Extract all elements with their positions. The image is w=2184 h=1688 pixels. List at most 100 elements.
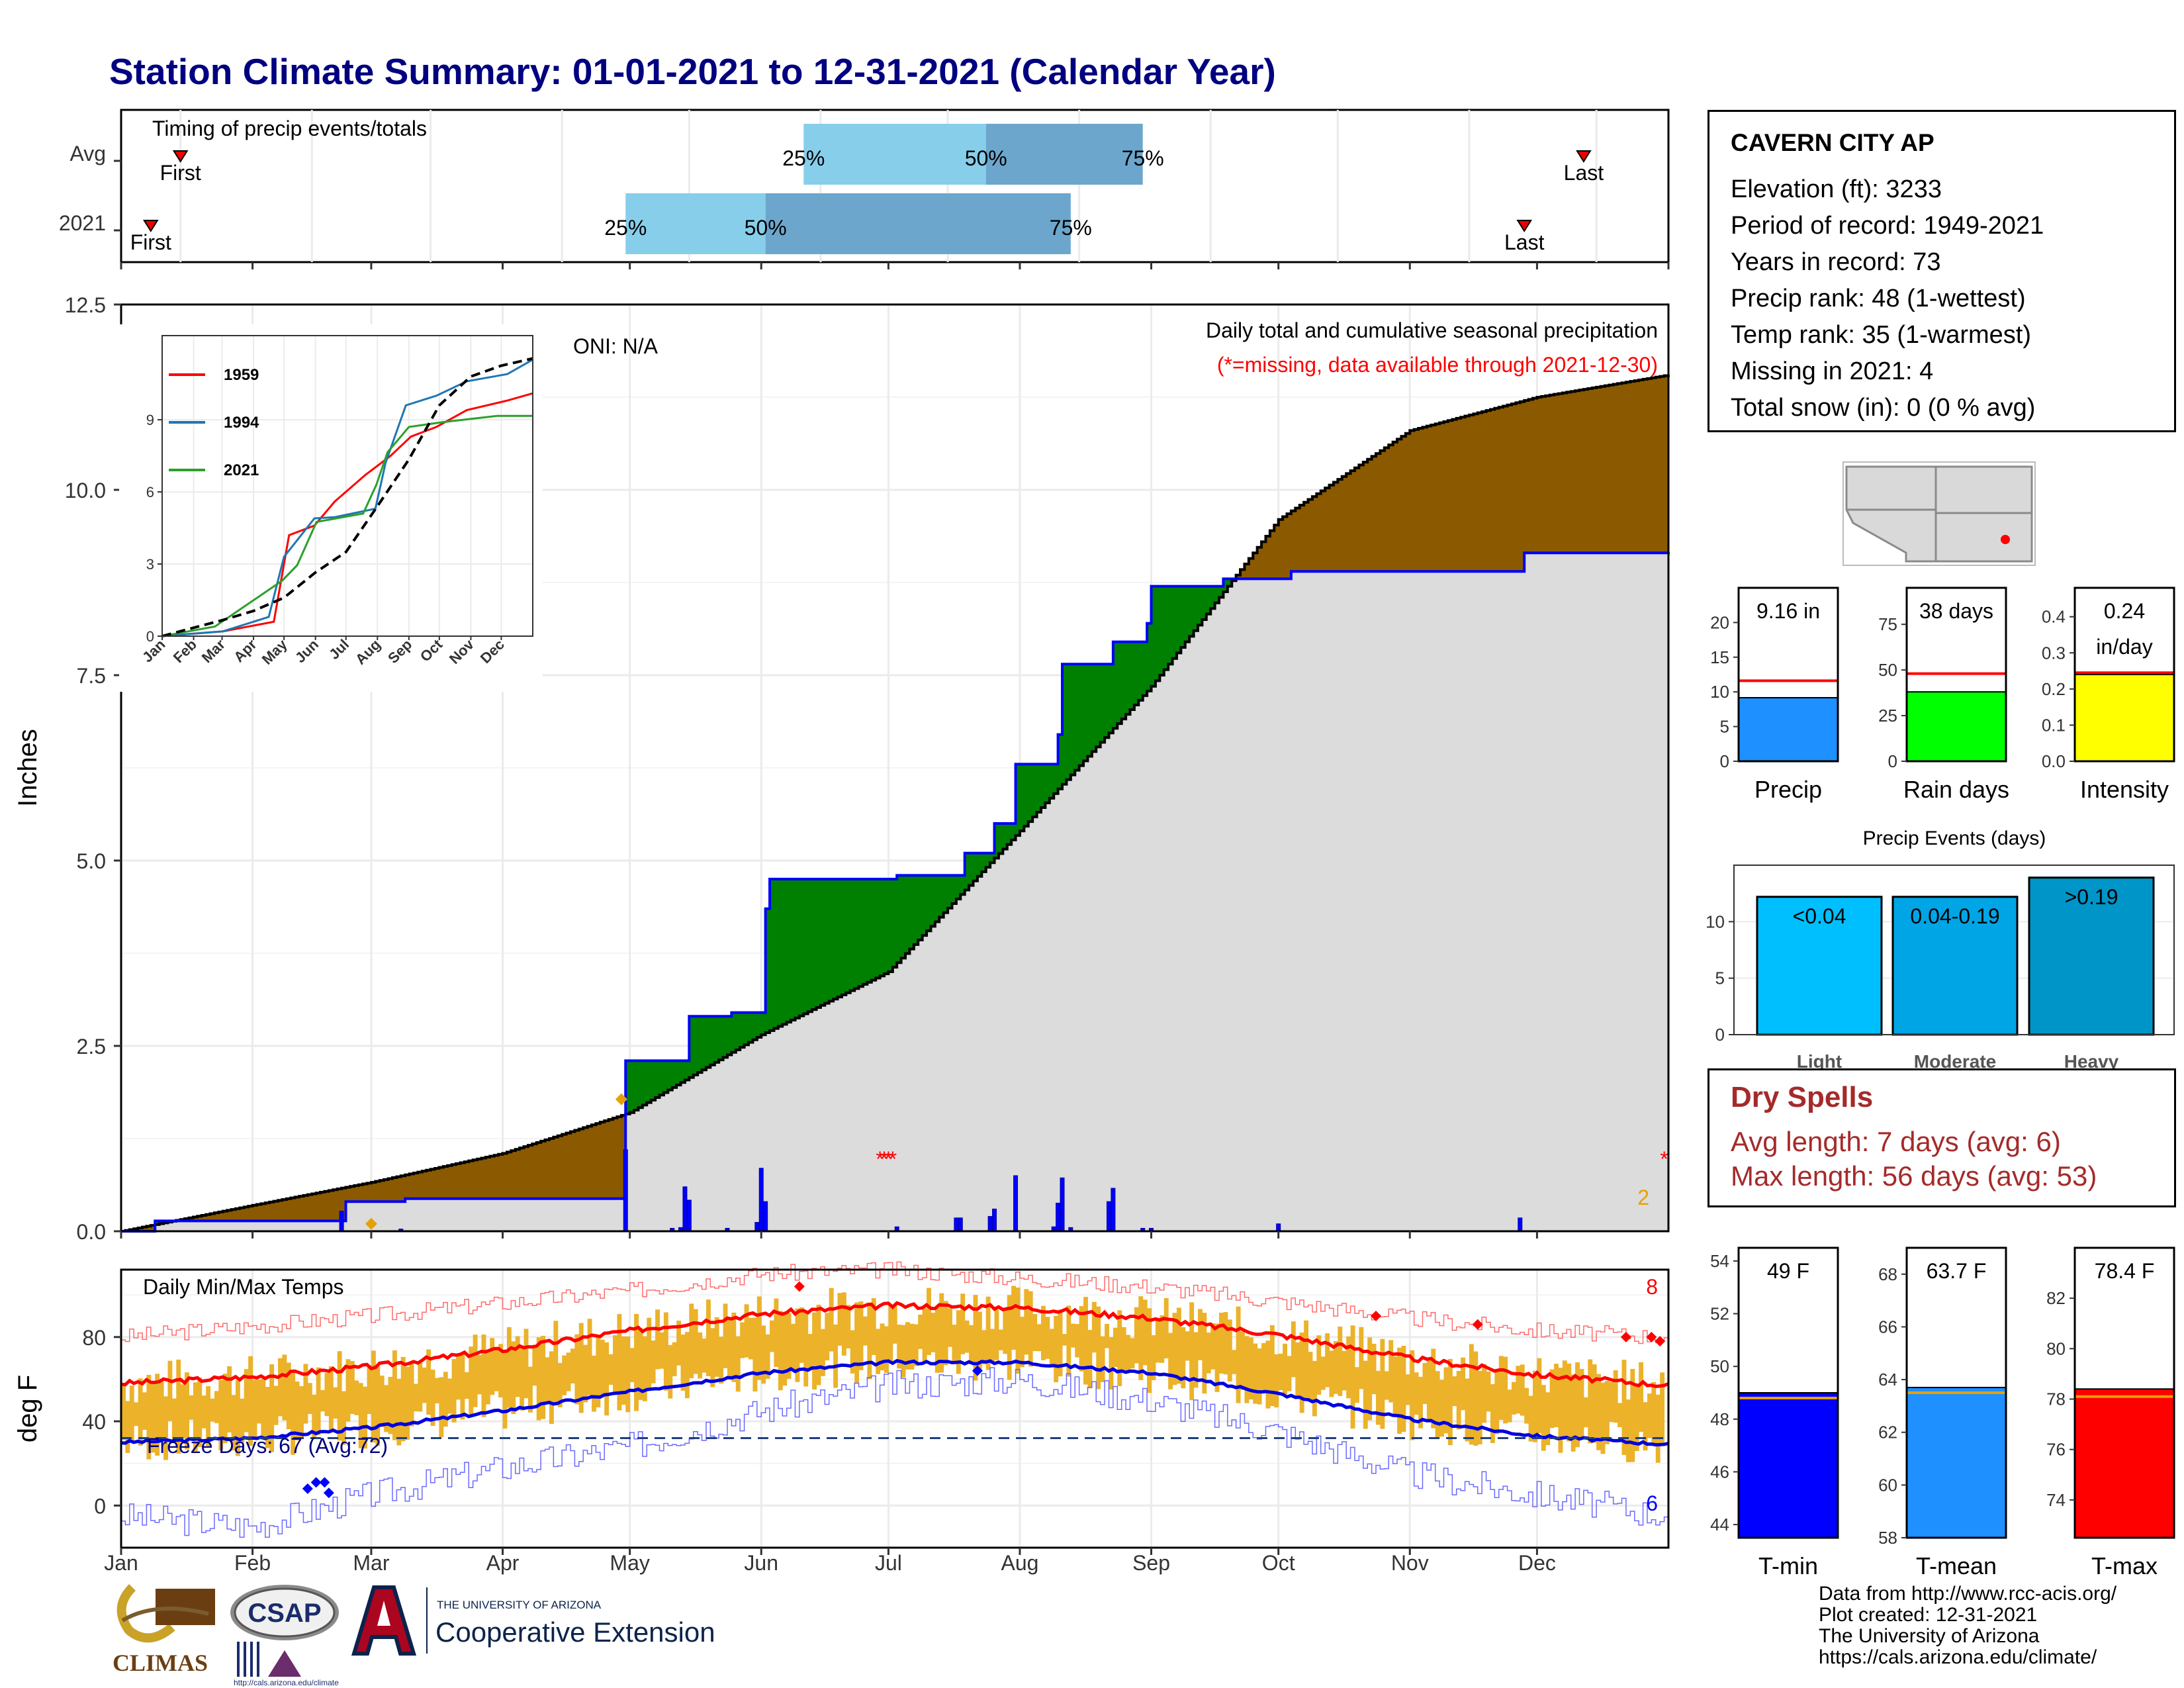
daily-temp-range-bar <box>1418 1376 1423 1429</box>
summary-frame <box>1737 1246 1839 1539</box>
summary-ytick-label: 0.4 <box>2042 607 2066 627</box>
cumulative-base-area <box>121 552 1668 1231</box>
daily-temp-range-bar <box>1172 1313 1177 1385</box>
daily-temp-range-bar <box>159 1378 164 1442</box>
summary-ytick-label: 0.2 <box>2042 679 2066 699</box>
daily-temp-range-bar <box>1435 1371 1440 1438</box>
daily-temp-range-bar <box>1477 1370 1482 1444</box>
daily-temp-range-bar <box>134 1402 139 1427</box>
daily-temp-range-bar <box>1312 1361 1317 1417</box>
month-label: Oct <box>1262 1551 1295 1575</box>
daily-temp-range-bar <box>396 1378 402 1446</box>
dry-spells-title: Dry Spells <box>1731 1081 1874 1113</box>
daily-temp-range-bar <box>515 1336 520 1397</box>
daily-temp-range-bar <box>604 1342 610 1416</box>
daily-temp-range-bar <box>1524 1387 1529 1424</box>
daily-temp-range-bar <box>905 1322 910 1370</box>
daily-temp-range-bar <box>180 1384 185 1438</box>
events-category-label: Heavy <box>2064 1051 2119 1072</box>
daily-temp-range-bar <box>642 1336 647 1401</box>
record-high-marker <box>794 1281 805 1292</box>
daily-temp-range-bar <box>1189 1302 1195 1401</box>
avg-cumulative-line <box>121 374 1670 1233</box>
daily-temp-range-bar <box>439 1377 444 1437</box>
daily-temp-range-bar <box>1109 1337 1114 1390</box>
summary-ytick-label: 78 <box>2046 1389 2066 1409</box>
daily-temp-range-bar <box>1426 1358 1432 1421</box>
station-info-panel: CAVERN CITY AP Elevation (ft): 3233 Peri… <box>1707 110 2176 432</box>
daily-temp-range-bar <box>943 1301 948 1366</box>
daily-temp-range-bar <box>1214 1323 1220 1392</box>
daily-temp-range-bar <box>858 1301 864 1370</box>
daily-precip-bar <box>1276 1223 1281 1232</box>
daily-precip-bar <box>623 1149 628 1232</box>
daily-temp-range-bar <box>138 1378 143 1446</box>
daily-temp-range-bar <box>1549 1369 1555 1429</box>
missing-day-marker: * <box>880 1147 888 1171</box>
last-event-marker <box>1576 150 1592 163</box>
daily-temp-range-bar <box>1168 1333 1173 1389</box>
daily-temp-range-bar <box>689 1303 694 1379</box>
daily-temp-range-bar <box>1163 1297 1169 1359</box>
daily-temp-range-bar <box>506 1327 512 1408</box>
record-high-marker <box>1646 1331 1657 1342</box>
daily-temp-range-bar <box>1219 1313 1224 1374</box>
daily-temp-range-bar <box>520 1346 525 1411</box>
state-map <box>1843 461 2036 566</box>
summary-value-text: 0.24 <box>2104 599 2145 623</box>
daily-temp-range-bar <box>587 1319 592 1395</box>
daily-temp-range-bar <box>629 1348 635 1383</box>
daily-temp-range-bar <box>812 1312 817 1390</box>
summary-ytick-label: 75 <box>1878 614 1897 634</box>
summary-value-text: 38 days <box>1919 599 1993 623</box>
summary-ytick-label: 50 <box>1710 1356 1729 1376</box>
daily-temp-range-bar <box>1431 1348 1436 1429</box>
precip-ytick-label: 2.5 <box>77 1035 106 1058</box>
summary-ytick-label: 76 <box>2046 1440 2066 1460</box>
daily-temp-range-bar <box>1316 1335 1322 1395</box>
temp-ytick-label: 0 <box>94 1494 106 1518</box>
daily-temp-range-bar <box>994 1309 999 1360</box>
daily-temp-range-bar <box>354 1380 359 1415</box>
daily-temp-range-bar <box>469 1346 474 1415</box>
daily-temp-range-bar <box>299 1385 304 1439</box>
summary-panel-label: Precip <box>1754 776 1822 803</box>
precip-ytick-label: 0.0 <box>77 1220 106 1244</box>
daily-temp-range-bar <box>1554 1364 1559 1427</box>
record-high-marker <box>1655 1336 1666 1347</box>
record-high-marker <box>1371 1311 1382 1321</box>
summary-bar-Rain days <box>1906 691 2007 762</box>
record-low-marker <box>319 1477 330 1488</box>
daily-temp-range-bar <box>1223 1312 1228 1375</box>
daily-temp-range-bar <box>1482 1364 1487 1423</box>
first-event-marker <box>143 220 159 232</box>
daily-temp-range-bar <box>676 1321 682 1366</box>
events-category-label: Moderate <box>1914 1051 1996 1072</box>
daily-precip-bar <box>763 1201 768 1232</box>
daily-temp-range-bar <box>600 1339 605 1396</box>
daily-temp-range-bar <box>1197 1309 1203 1360</box>
daily-temp-range-bar <box>1096 1306 1101 1389</box>
daily-temp-range-bar <box>1032 1313 1038 1352</box>
daily-temp-range-bar <box>307 1383 312 1415</box>
daily-temp-range-bar <box>460 1354 465 1420</box>
daily-temp-range-bar <box>231 1395 236 1451</box>
daily-temp-range-bar <box>1494 1368 1500 1434</box>
daily-temp-range-bar <box>1011 1286 1017 1350</box>
dry-spells-max: Max length: 56 days (avg: 53) <box>1731 1160 2097 1192</box>
summary-ytick-label: 62 <box>1878 1423 1897 1442</box>
daily-temp-range-bar <box>990 1329 995 1363</box>
daily-temp-range-bar <box>1498 1356 1504 1420</box>
month-label: Aug <box>1001 1551 1038 1575</box>
last-event-marker <box>1516 220 1533 232</box>
daily-temp-range-bar <box>1274 1354 1279 1408</box>
daily-temp-range-bar <box>803 1311 809 1387</box>
daily-temp-range-bar <box>1138 1296 1144 1380</box>
daily-temp-range-bar <box>511 1341 516 1415</box>
daily-temp-range-bar <box>1045 1317 1050 1359</box>
daily-temp-range-bar <box>1414 1372 1419 1415</box>
daily-temp-range-bar <box>1147 1308 1152 1393</box>
summary-ytick-label: 0.3 <box>2042 643 2066 663</box>
daily-temp-range-bar <box>1091 1301 1097 1353</box>
summary-value-text: 9.16 in <box>1756 599 1820 623</box>
